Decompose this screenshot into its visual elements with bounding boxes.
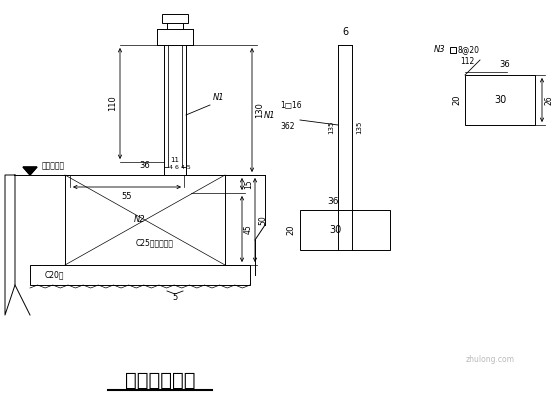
Text: 5: 5 [172,292,178,302]
Bar [30,265,250,285]
Text: C20砼: C20砼 [45,270,64,279]
Bar [162,14,188,23]
Text: 挡墙顶高程: 挡墙顶高程 [42,161,65,170]
Text: 15: 15 [244,179,253,189]
Text: 26: 26 [545,95,554,105]
Text: 30: 30 [494,95,506,105]
Text: 362: 362 [280,122,295,131]
Bar [465,75,535,125]
Text: zhulong.com: zhulong.com [465,355,515,365]
Text: 135: 135 [328,121,334,134]
Text: 8@20: 8@20 [457,45,479,55]
Text: 45: 45 [244,224,253,234]
Text: 1□16: 1□16 [280,101,302,110]
Text: 11: 11 [170,157,180,163]
Text: N3: N3 [433,45,445,55]
Text: 36: 36 [500,60,510,69]
Text: 栏杆钢筋大样: 栏杆钢筋大样 [125,370,195,389]
Text: 130: 130 [255,102,264,118]
Text: 135: 135 [356,121,362,134]
Text: 6: 6 [342,27,348,37]
Text: 4 6 4 5: 4 6 4 5 [169,165,191,170]
Text: 55: 55 [122,192,132,201]
Text: N1: N1 [213,93,225,102]
Text: 50: 50 [258,215,267,225]
Text: 36: 36 [139,160,151,170]
Text: 20: 20 [286,225,295,235]
Bar [300,210,390,250]
Bar [65,175,225,265]
Text: 20: 20 [452,95,461,105]
Text: N1: N1 [263,110,275,120]
Text: 30: 30 [329,225,341,235]
Text: 36: 36 [327,197,339,207]
Text: 110: 110 [108,96,117,111]
Polygon shape [23,167,37,175]
Text: C25砼栏杆基础: C25砼栏杆基础 [136,239,174,247]
Bar [450,47,456,53]
Text: 112: 112 [460,58,474,66]
Text: N2: N2 [134,215,146,225]
